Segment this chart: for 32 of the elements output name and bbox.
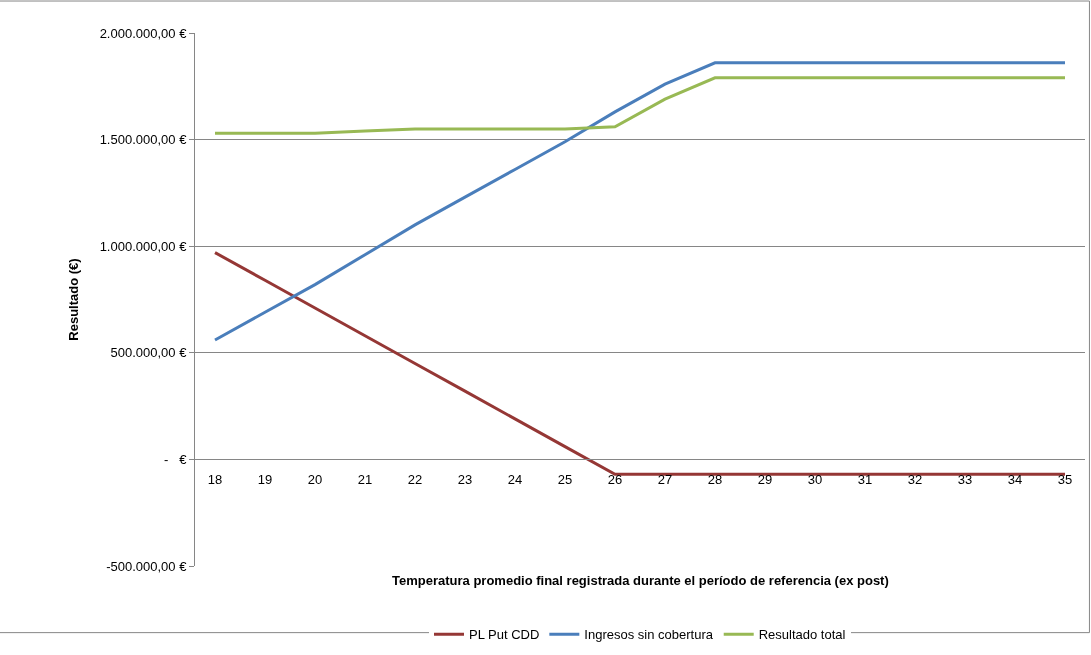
x-tick-label: 32	[907, 472, 923, 487]
y-tick-label: -500.000,00 €	[106, 558, 188, 574]
y-tick-label: 1.000.000,00 €	[99, 238, 188, 254]
x-tick-label: 25	[557, 472, 573, 487]
x-tick-label: 21	[357, 472, 373, 487]
x-axis-title: Temperatura promedio final registrada durante el período de referencia (ex post)	[392, 573, 889, 588]
x-tick-label: 27	[657, 472, 673, 487]
line-series	[213, 76, 1067, 135]
line-series	[213, 61, 1067, 342]
y-tick-label: 500.000,00 €	[110, 345, 188, 361]
x-tick-label: 23	[457, 472, 473, 487]
y-tick-label: 1.500.000,00 €	[99, 132, 188, 148]
line-series	[213, 251, 1067, 476]
x-tick-label: 35	[1057, 472, 1073, 487]
legend-label: Ingresos sin cobertura	[584, 627, 714, 643]
x-tick-label: 28	[707, 472, 723, 487]
x-tick-label: 19	[257, 472, 273, 487]
x-tick-label: 34	[1007, 472, 1023, 487]
x-tick-label: 24	[507, 472, 523, 487]
x-tick-label: 31	[857, 472, 873, 487]
y-tick-label: - €	[163, 451, 188, 467]
legend-label: Resultado total	[758, 627, 846, 643]
x-tick-label: 26	[607, 472, 623, 487]
x-tick-label: 30	[807, 472, 823, 487]
x-tick-label: 29	[757, 472, 773, 487]
x-tick-label: 18	[207, 472, 223, 487]
x-tick-label: 22	[407, 472, 423, 487]
y-tick-label: 2.000.000,00 €	[99, 25, 188, 41]
x-tick-label: 20	[307, 472, 323, 487]
legend-label: PL Put CDD	[469, 627, 540, 643]
y-axis-title: Resultado (€)	[65, 258, 81, 341]
x-tick-label: 33	[957, 472, 973, 487]
